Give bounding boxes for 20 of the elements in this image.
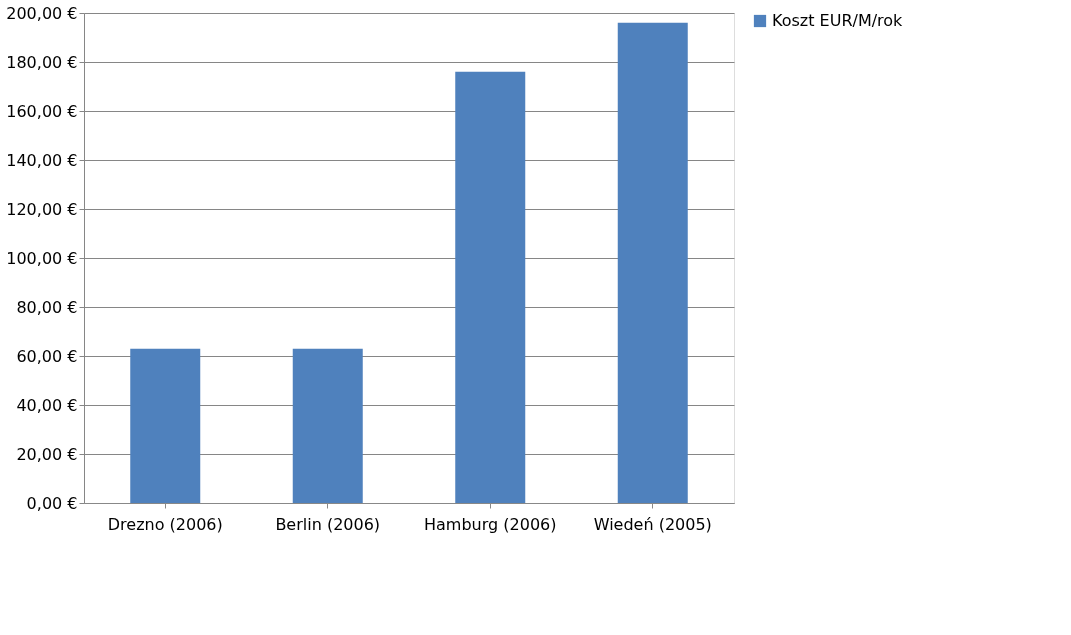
y-tick-label: 180,00 € — [6, 52, 78, 72]
x-tick-label: Berlin (2006) — [275, 514, 381, 534]
y-tick-label: 200,00 € — [6, 3, 78, 23]
y-tick-label: 0,00 € — [26, 493, 78, 513]
y-tick-label: 60,00 € — [16, 346, 78, 366]
y-tick-label: 80,00 € — [16, 297, 78, 317]
x-tick-label: Drezno (2006) — [107, 514, 223, 534]
bar — [292, 348, 363, 503]
bar — [617, 22, 688, 503]
bar — [130, 348, 201, 503]
y-tick-label: 120,00 € — [6, 199, 78, 219]
x-tick-label: Wiedeń (2005) — [593, 514, 712, 534]
y-tick-label: 140,00 € — [6, 150, 78, 170]
x-tick-label: Hamburg (2006) — [424, 514, 557, 534]
y-tick-label: 40,00 € — [16, 395, 78, 415]
y-tick-label: 160,00 € — [6, 101, 78, 121]
y-tick-label: 20,00 € — [16, 444, 78, 464]
bar — [455, 71, 526, 503]
y-tick-label: 100,00 € — [6, 248, 78, 268]
legend-label: Koszt EUR/M/rok — [772, 11, 904, 30]
